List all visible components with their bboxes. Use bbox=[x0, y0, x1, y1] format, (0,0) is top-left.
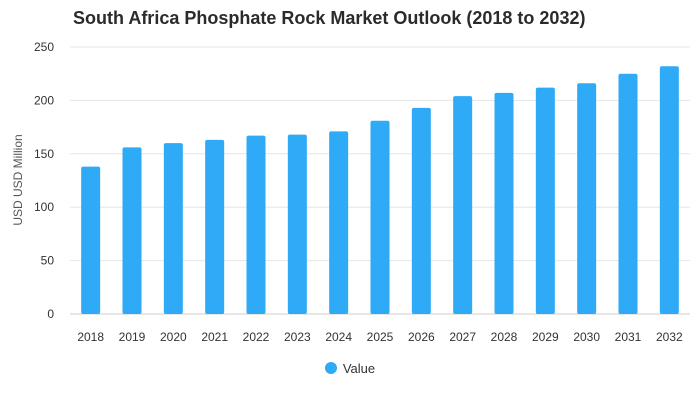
y-tick-label: 0 bbox=[47, 307, 54, 321]
bar-2019[interactable] bbox=[122, 147, 142, 314]
bar-2032[interactable] bbox=[659, 66, 679, 314]
y-tick-label: 50 bbox=[41, 254, 55, 268]
y-tick-label: 150 bbox=[34, 147, 54, 161]
y-tick-label: 100 bbox=[34, 200, 54, 214]
bar-2026[interactable] bbox=[411, 107, 431, 314]
x-tick-label: 2031 bbox=[615, 330, 642, 344]
bars bbox=[81, 66, 679, 315]
chart-title: South Africa Phosphate Rock Market Outlo… bbox=[73, 8, 586, 28]
bar-2028[interactable] bbox=[494, 92, 514, 314]
y-tick-label: 200 bbox=[34, 93, 54, 107]
legend-marker bbox=[324, 362, 337, 374]
x-tick-label: 2030 bbox=[573, 330, 600, 344]
x-tick-label: 2025 bbox=[367, 330, 394, 344]
x-tick-label: 2020 bbox=[160, 330, 187, 344]
x-axis-ticks: 2018 2019 2020 2021 2022 2023 2024 2025 2026 2027… bbox=[77, 330, 683, 344]
x-tick-label: 2021 bbox=[201, 330, 228, 344]
x-tick-label: 2027 bbox=[449, 330, 476, 344]
x-tick-label: 2023 bbox=[284, 330, 311, 344]
y-tick-label: 250 bbox=[34, 40, 54, 54]
bar-2031[interactable] bbox=[618, 73, 638, 314]
x-tick-label: 2022 bbox=[243, 330, 270, 344]
bar-2023[interactable] bbox=[287, 134, 307, 314]
x-tick-label: 2024 bbox=[325, 330, 352, 344]
x-tick-label: 2026 bbox=[408, 330, 435, 344]
bar-2021[interactable] bbox=[205, 139, 225, 314]
legend[interactable]: Value bbox=[0, 361, 700, 376]
x-tick-label: 2032 bbox=[656, 330, 683, 344]
bar-2029[interactable] bbox=[535, 87, 555, 314]
bar-2027[interactable] bbox=[453, 96, 473, 315]
legend-label: Value bbox=[342, 361, 376, 376]
x-tick-label: 2028 bbox=[491, 330, 518, 344]
y-axis-ticks: 0 50 100 150 200 250 bbox=[34, 40, 54, 321]
y-axis-label: USD USD Million bbox=[11, 134, 25, 225]
x-tick-label: 2018 bbox=[77, 330, 104, 344]
x-tick-label: 2029 bbox=[532, 330, 559, 344]
bar-2024[interactable] bbox=[329, 131, 349, 314]
bar-2018[interactable] bbox=[81, 166, 101, 314]
bar-2030[interactable] bbox=[577, 83, 597, 314]
bar-2025[interactable] bbox=[370, 120, 390, 314]
bar-2020[interactable] bbox=[163, 143, 183, 314]
bar-2022[interactable] bbox=[246, 135, 266, 314]
x-tick-label: 2019 bbox=[119, 330, 146, 344]
